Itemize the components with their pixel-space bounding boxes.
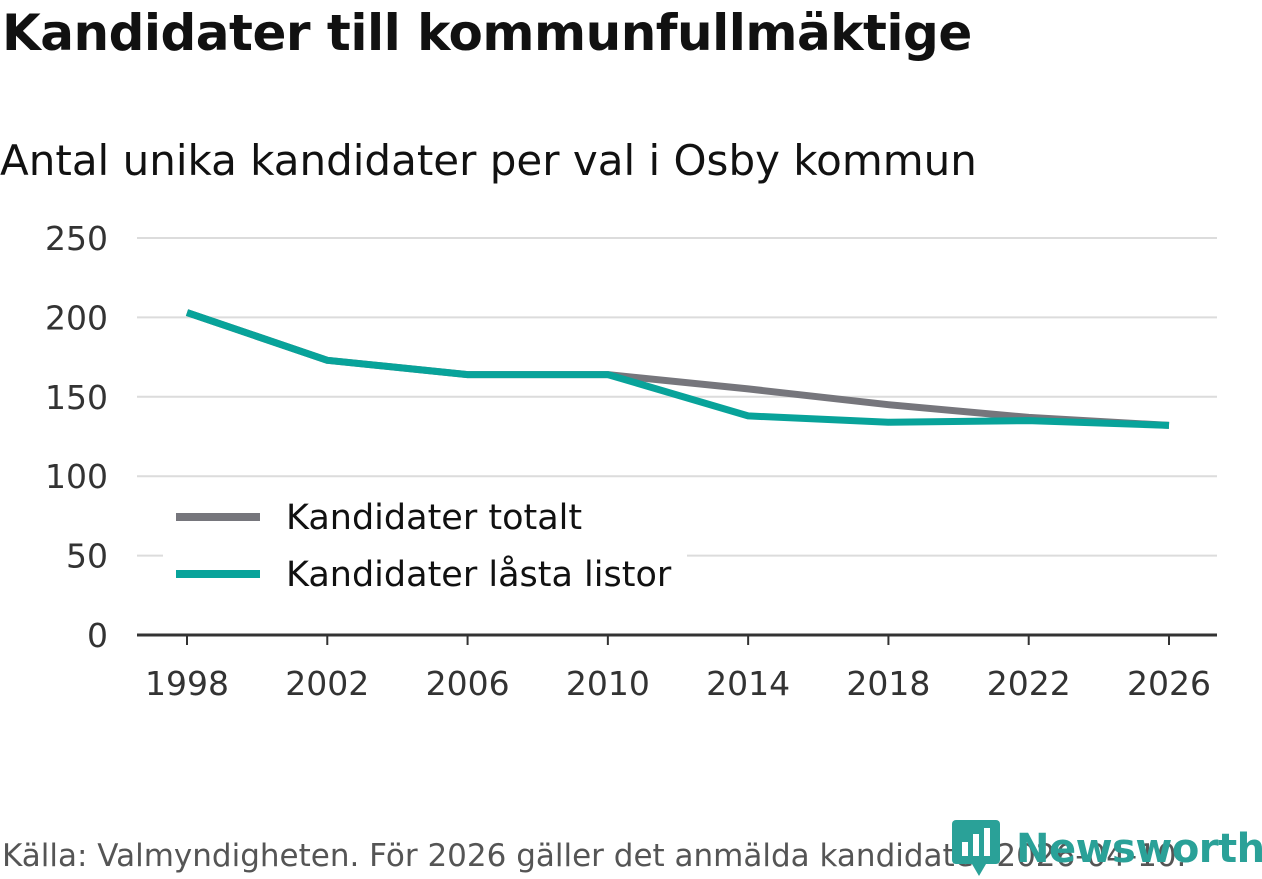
x-tick-label: 2002 (285, 664, 369, 703)
legend-label: Kandidater totalt (286, 498, 582, 538)
series-line-totalt (185, 309, 1170, 429)
bar-chart-logo-icon (952, 820, 1000, 876)
y-tick-label: 50 (66, 537, 108, 576)
chart-title: Kandidater till kommunfullmäktige (2, 4, 972, 62)
x-tick-label: 1998 (145, 664, 229, 703)
y-tick-label: 150 (45, 378, 108, 417)
brand-name: Newsworthy (1016, 826, 1262, 872)
chart-subtitle: Antal unika kandidater per val i Osby ko… (0, 136, 977, 185)
x-tick-label: 2018 (846, 664, 930, 703)
series-line-lasta-listor (185, 309, 1170, 429)
x-tick-label: 2022 (987, 664, 1071, 703)
legend-label: Kandidater låsta listor (286, 554, 672, 595)
x-tick-label: 2006 (426, 664, 510, 703)
x-tick-label: 2026 (1127, 664, 1211, 703)
x-tick-label: 2014 (706, 664, 790, 703)
y-tick-label: 250 (45, 219, 108, 258)
y-tick-label: 100 (45, 457, 108, 496)
y-tick-label: 200 (45, 298, 108, 337)
legend-background (163, 492, 687, 602)
y-tick-label: 0 (87, 616, 108, 655)
brand-logo: Newsworthy (952, 820, 1262, 878)
x-tick-label: 2010 (566, 664, 650, 703)
